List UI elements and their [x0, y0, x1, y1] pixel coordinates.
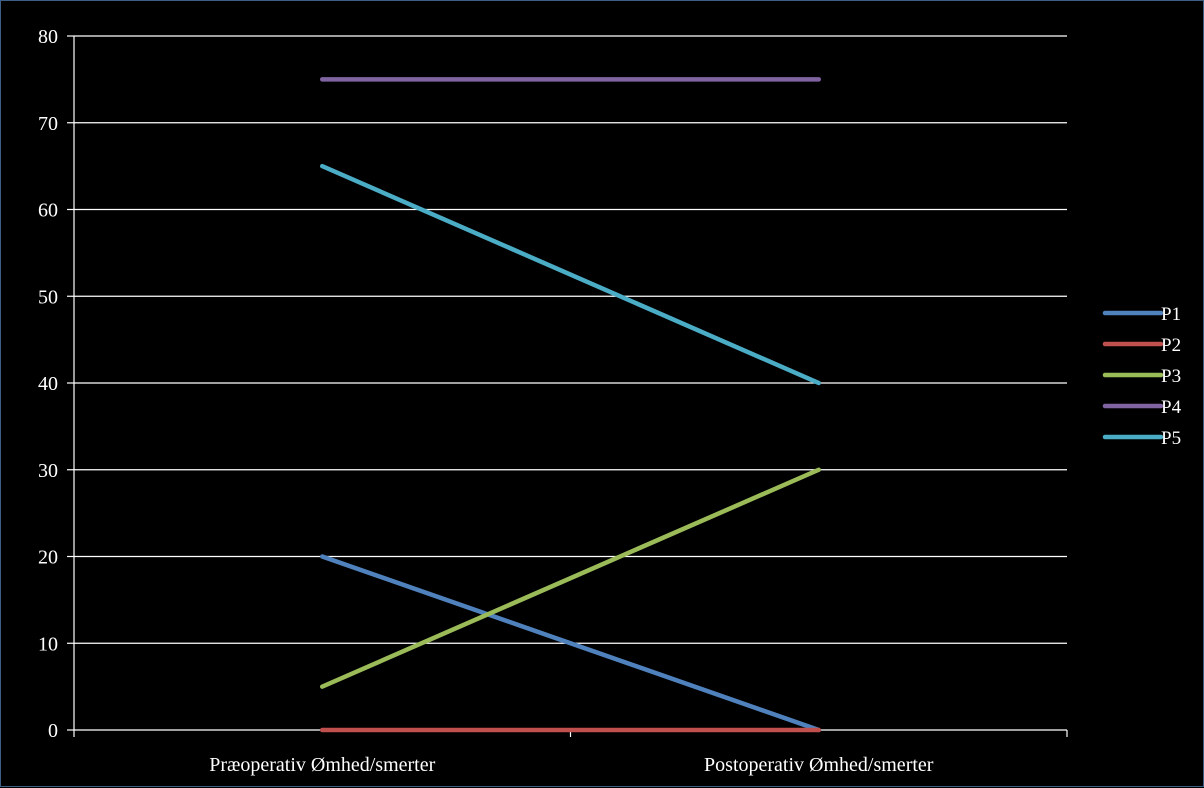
axes: 0 10 20 30 40 50 60 70 80 Præoperativ Ømhed/smert…	[38, 26, 1068, 776]
x-category-label: Præoperativ Ømhed/smerter	[209, 754, 435, 776]
series-line-p1	[320, 554, 821, 733]
legend-label-p4: P4	[1161, 397, 1182, 418]
legend-label-p5: P5	[1161, 428, 1181, 449]
gridlines	[74, 35, 1067, 644]
y-tick-label: 70	[38, 113, 58, 135]
y-tick-label: 10	[38, 633, 58, 655]
y-tick-label: 50	[38, 286, 58, 308]
y-tick-label: 80	[38, 26, 58, 48]
legend-label-p2: P2	[1161, 335, 1181, 356]
y-tick-label: 20	[38, 547, 58, 569]
y-tick-label: 0	[48, 720, 58, 742]
legend: P1 P2 P3 P4 P5	[1102, 304, 1182, 449]
series-line-p3	[320, 467, 821, 689]
legend-label-p1: P1	[1161, 304, 1181, 325]
x-category-label: Postoperativ Ømhed/smerter	[704, 754, 934, 776]
y-tick-label: 60	[38, 200, 58, 222]
series-line-p5	[320, 163, 821, 386]
series-lines	[320, 77, 821, 733]
y-tick-label: 30	[38, 460, 58, 482]
legend-label-p3: P3	[1161, 366, 1181, 387]
y-tick-label: 40	[38, 373, 58, 395]
